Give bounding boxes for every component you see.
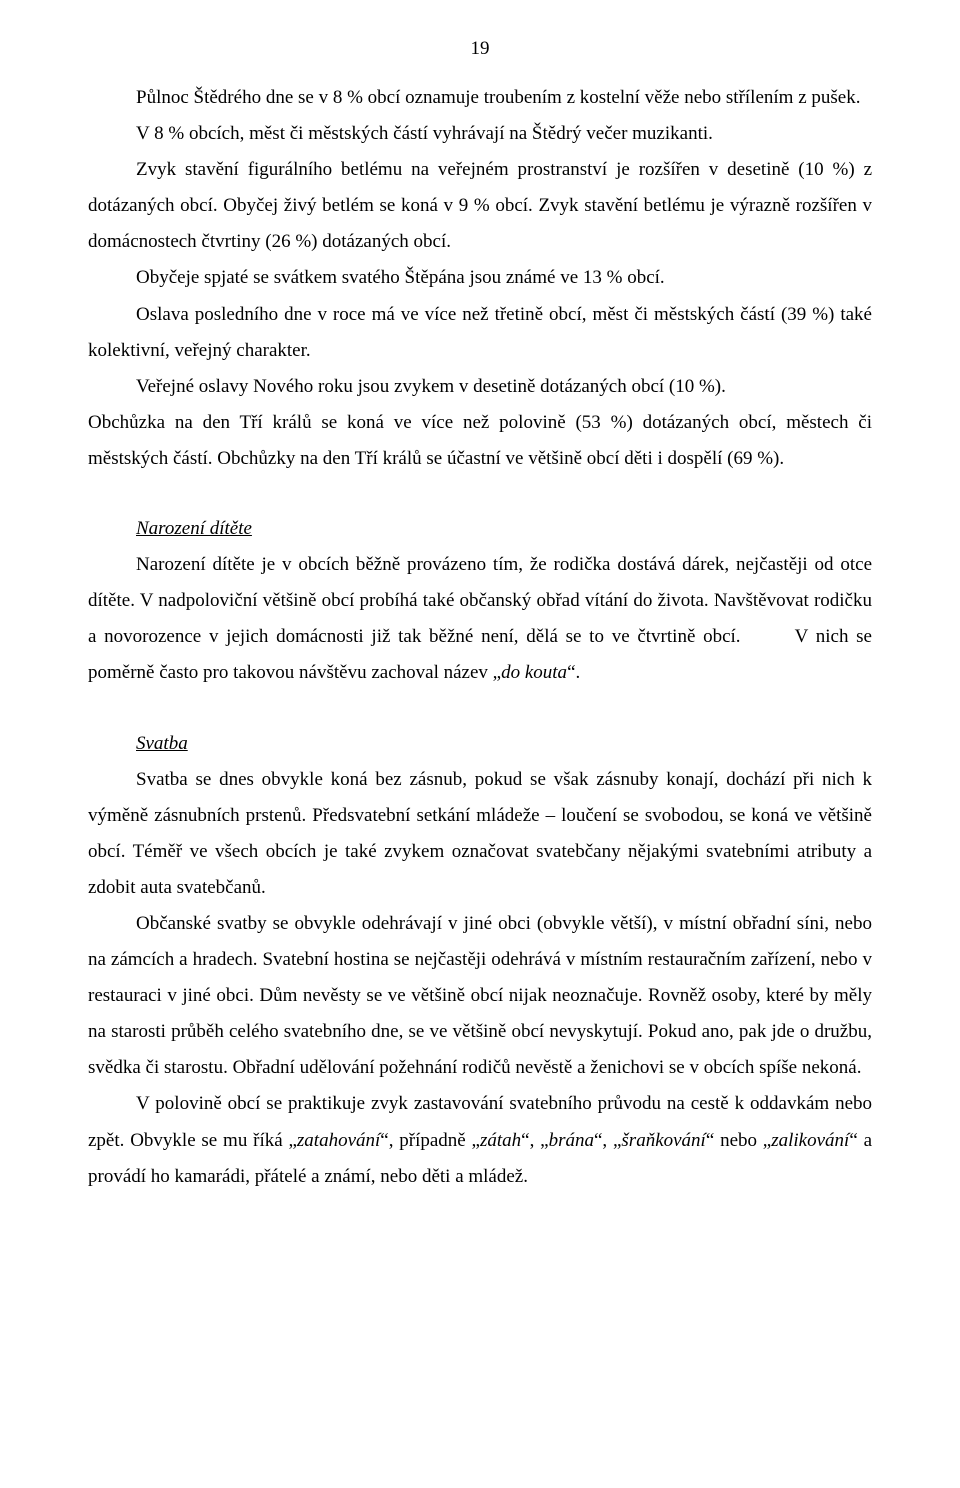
- paragraph: Občanské svatby se obvykle odehrávají v …: [88, 906, 872, 1086]
- paragraph: V polovině obcí se praktikuje zvyk zasta…: [88, 1086, 872, 1194]
- body-text: “, „: [594, 1130, 621, 1151]
- paragraph: Obchůzka na den Tří králů se koná ve víc…: [88, 405, 872, 477]
- emphasized-term: zátah: [480, 1130, 521, 1151]
- paragraph: Zvyk stavění figurálního betlému na veře…: [88, 152, 872, 260]
- emphasized-term: zalikování: [771, 1130, 849, 1151]
- emphasized-term: brána: [549, 1130, 594, 1151]
- paragraph: Oslava posledního dne v roce má ve více …: [88, 297, 872, 369]
- section-spacer: [88, 477, 872, 511]
- body-text: Narození dítěte je v obcích běžně prováz…: [88, 554, 872, 683]
- paragraph: Narození dítěte je v obcích běžně prováz…: [88, 547, 872, 691]
- paragraph: V 8 % obcích, měst či městských částí vy…: [88, 116, 872, 152]
- paragraph: Veřejné oslavy Nového roku jsou zvykem v…: [88, 369, 872, 405]
- body-text: “.: [567, 662, 580, 683]
- section-heading: Narození dítěte: [88, 511, 872, 547]
- page-number: 19: [88, 38, 872, 60]
- body-text: “ nebo „: [706, 1130, 771, 1151]
- body-text: “, „: [521, 1130, 548, 1151]
- section-spacer: [88, 692, 872, 726]
- emphasized-term: zatahování: [297, 1130, 380, 1151]
- body-text: “, případně „: [380, 1130, 480, 1151]
- paragraph: Svatba se dnes obvykle koná bez zásnub, …: [88, 762, 872, 906]
- paragraph: Půlnoc Štědrého dne se v 8 % obcí oznamu…: [88, 80, 872, 116]
- section-heading: Svatba: [88, 726, 872, 762]
- emphasized-term: šraňkování: [621, 1130, 705, 1151]
- emphasized-term: do kouta: [501, 662, 567, 683]
- paragraph: Obyčeje spjaté se svátkem svatého Štěpán…: [88, 260, 872, 296]
